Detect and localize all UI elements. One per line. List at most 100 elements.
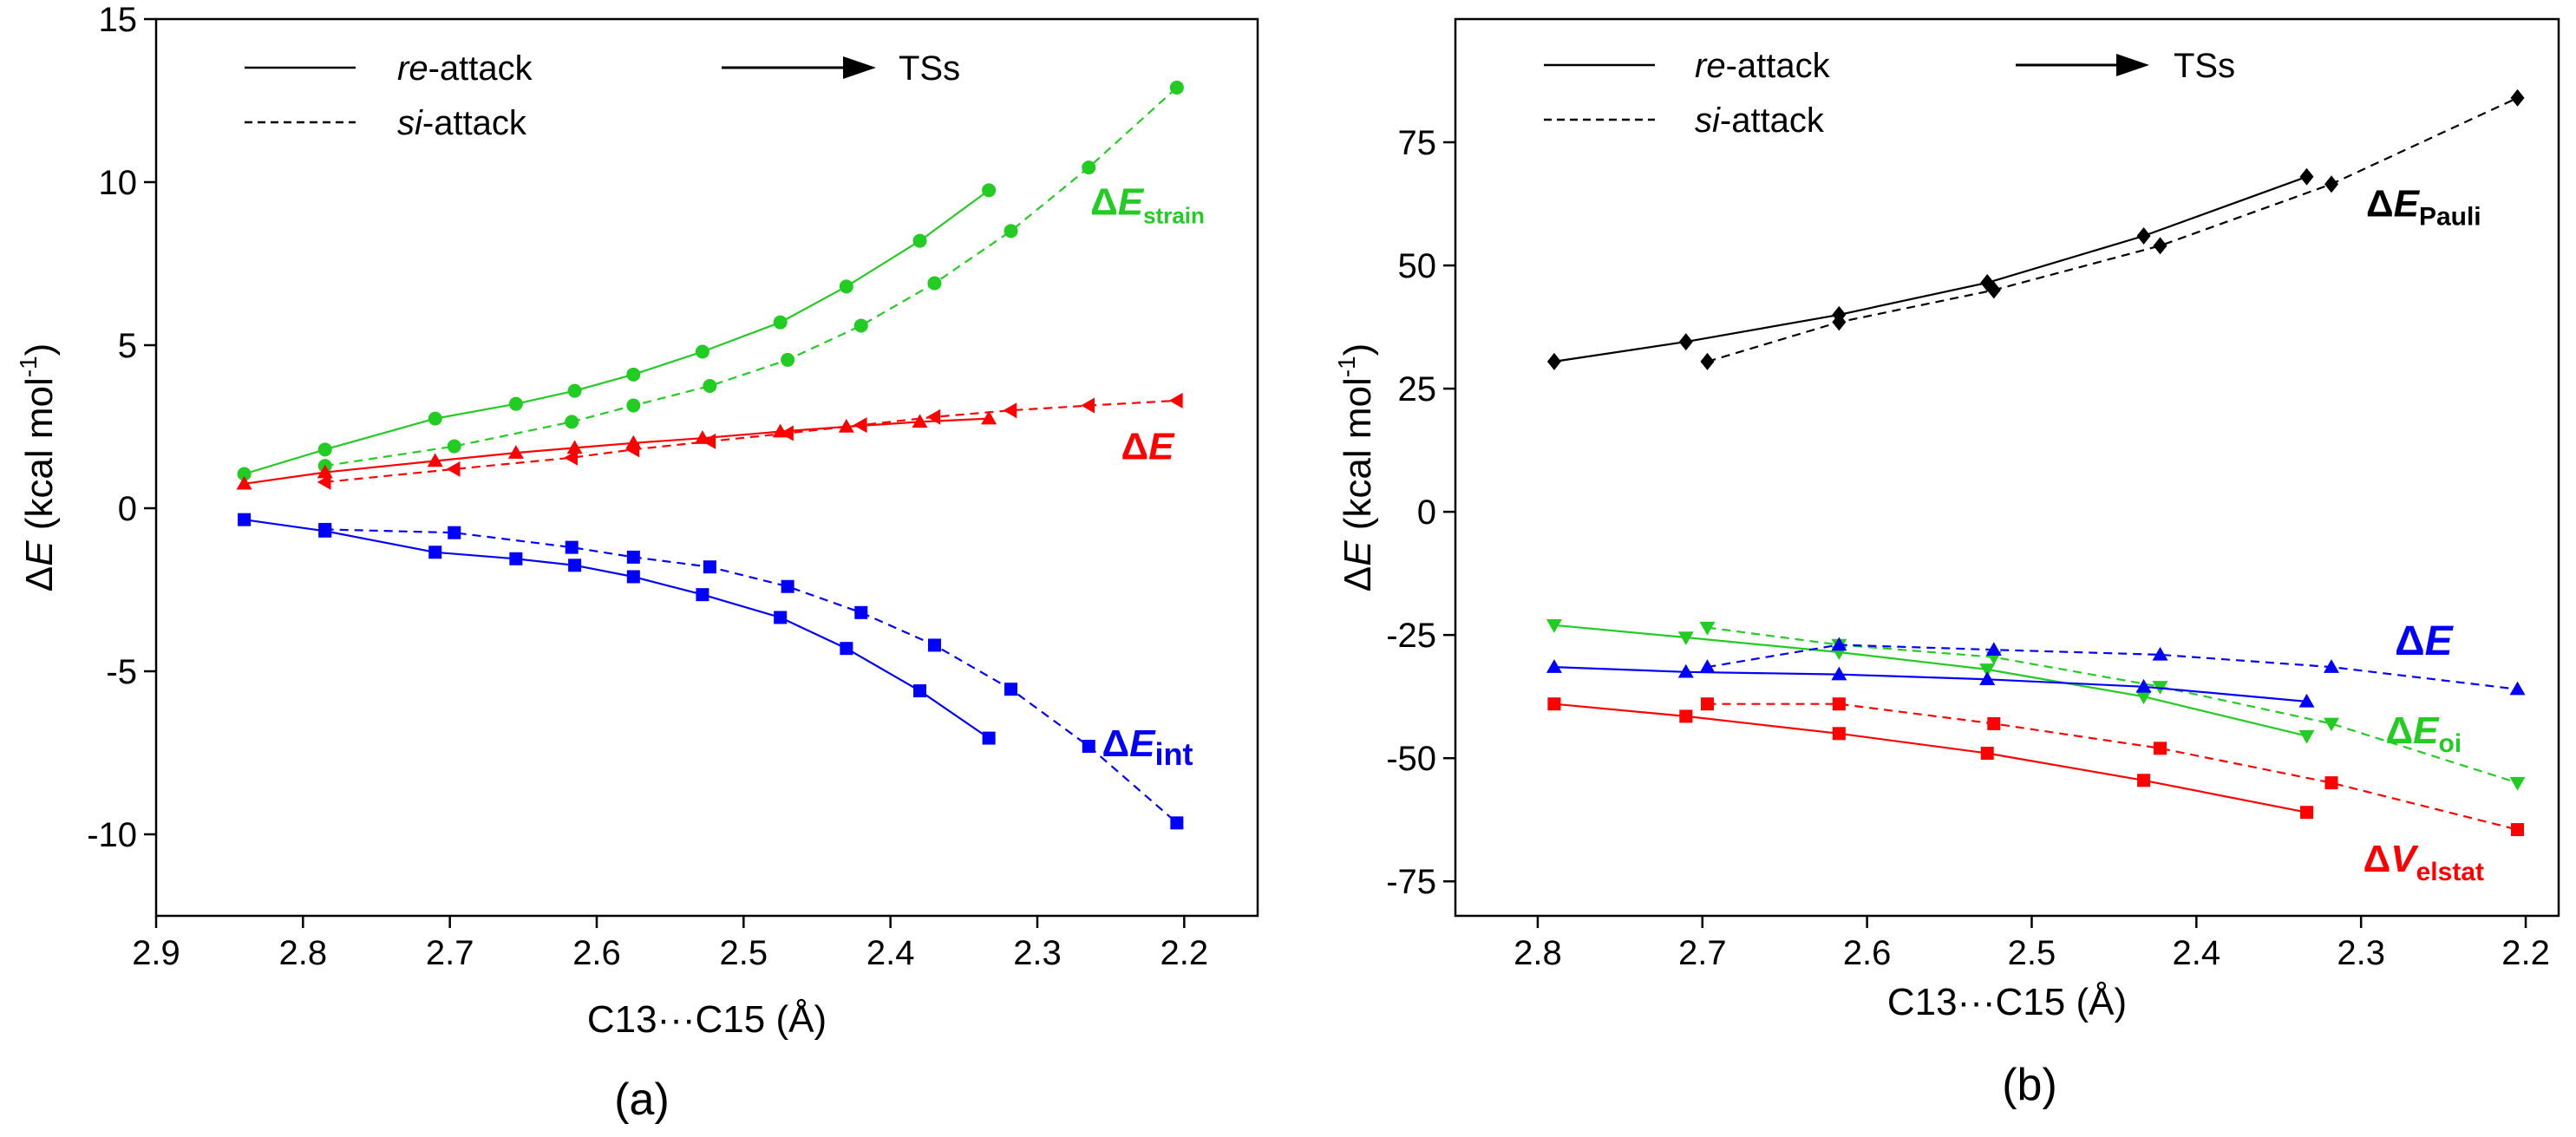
- panel-a-panel-label: (a): [614, 1075, 670, 1125]
- panel-a-data-point: [564, 449, 578, 466]
- panel-b-series-line: [1553, 175, 2307, 363]
- panel-b-ytick-label: -75: [1386, 863, 1436, 901]
- panel-a-axes-frame: [154, 17, 1259, 918]
- panel-a-series-line: [244, 519, 990, 740]
- panel-b-series-label-symbol: V: [2390, 838, 2419, 880]
- panel-b-ytick-label: 25: [1398, 370, 1437, 408]
- panel-b-data-point: [2136, 226, 2151, 245]
- panel-b-ylabel-close: ): [1337, 343, 1379, 356]
- panel-a-data-point: [318, 522, 332, 536]
- panel-b-series-label-1: ΔE: [2395, 618, 2455, 664]
- panel-b-data-point: [2300, 806, 2314, 820]
- panel-b-legend: re-attack si-attack TSs: [1544, 47, 2235, 140]
- panel-b-data-point: [1832, 313, 1847, 331]
- panel-b-legend-re-text: re-attack: [1695, 47, 1831, 85]
- panel-a-xtick-label: 2.4: [866, 934, 915, 972]
- panel-a-data-point: [237, 467, 252, 481]
- panel-a-series-label-symbol: E: [1118, 181, 1145, 224]
- panel-a-data-point: [626, 570, 640, 584]
- panel-a-data-point: [1082, 160, 1096, 175]
- panel-a-data-point: [1004, 683, 1018, 696]
- panel-a-data-point: [927, 638, 941, 652]
- panel-b-series-1: [1700, 88, 2525, 370]
- panel-a-ytick-label: 10: [99, 164, 138, 202]
- panel-a-xtick-label: 2.7: [426, 934, 474, 972]
- panel-b-data-point: [1546, 619, 1562, 633]
- panel-b-data-point: [1831, 666, 1847, 681]
- panel-a-data-point: [509, 552, 523, 565]
- panel-a-series-label-delta: Δ: [1121, 426, 1149, 468]
- panel-b-chart: 2.8 2.7 2.6 2.5 2.4 2.3 2.2 -75 -50 -25 0 25 50 75 C13…: [1333, 17, 2560, 1110]
- panel-b-series-6: [1547, 697, 2314, 820]
- panel-b-legend-si-text: si-attack: [1695, 101, 1825, 140]
- panel-a-ylabel-delta: Δ: [18, 566, 61, 591]
- panel-a-data-point: [236, 475, 252, 490]
- panel-a-series-2: [236, 410, 997, 490]
- panel-a-series-label-subscript: strain: [1143, 203, 1205, 229]
- panel-a-data-point: [448, 526, 461, 539]
- panel-b-series-label-symbol: E: [2425, 618, 2455, 664]
- panel-b-series-label-delta: Δ: [2366, 182, 2394, 225]
- panel-a-series-label-symbol: E: [1148, 426, 1175, 468]
- panel-a-series-5: [318, 522, 1184, 830]
- panel-b-data-point: [2509, 776, 2526, 791]
- panel-a-data-point: [927, 276, 942, 291]
- panel-b-legend-re-suffix: -attack: [1726, 47, 1831, 85]
- panel-b-series-5: [1699, 637, 2526, 696]
- panel-b-ylabel-units: (kcal mol: [1337, 377, 1379, 540]
- panel-b-series-4: [1546, 659, 2315, 708]
- panel-b-data-point: [1546, 659, 1562, 673]
- panel-a-legend-arrow-label: TSs: [899, 49, 960, 88]
- panel-b-ylabel-exponent: -1: [1333, 356, 1360, 377]
- panel-b-ytick-label: -50: [1386, 740, 1436, 778]
- panel-b-axes-frame: [1454, 17, 2560, 918]
- panel-b-x-axis-label: C13···C15 (Å): [1887, 981, 2127, 1023]
- panel-b-ylabel-symbol: E: [1337, 540, 1379, 566]
- panel-b-data-point: [1979, 671, 1996, 686]
- panel-b-legend-arrow-label: TSs: [2174, 47, 2235, 85]
- panel-a-data-point: [853, 417, 867, 434]
- panel-a-series-label-2: ΔEint: [1102, 722, 1193, 772]
- panel-b-series-label-subscript: Pauli: [2419, 202, 2481, 231]
- panel-a-data-point: [317, 474, 331, 490]
- panel-b-legend-si-prefix: si: [1695, 101, 1721, 140]
- panel-a-data-point: [446, 461, 461, 477]
- panel-b-series-line: [1707, 96, 2518, 363]
- panel-b-data-point: [2298, 729, 2315, 744]
- panel-b-series-0: [1546, 167, 2314, 370]
- panel-a-y-axis-label: ΔE (kcal mol-1): [15, 343, 61, 592]
- panel-b-data-point: [2324, 776, 2338, 790]
- panel-a-legend-si-prefix: si: [397, 104, 423, 142]
- panel-b-data-point: [1699, 659, 1716, 673]
- panel-a-legend-re-suffix: -attack: [428, 49, 533, 88]
- panel-b-series-2: [1546, 619, 2315, 744]
- panel-b-data-point: [2324, 717, 2340, 732]
- panel-a-ylabel-exponent: -1: [15, 356, 42, 377]
- panel-b-xtick-label: 2.8: [1514, 934, 1562, 972]
- panel-a-data-point: [703, 560, 716, 574]
- panel-a-series-label-delta: Δ: [1090, 181, 1118, 224]
- panel-b-ylabel-delta: Δ: [1337, 566, 1379, 591]
- panel-b-series-label-subscript: elstat: [2416, 858, 2484, 886]
- panel-b-data-point: [1832, 697, 1846, 711]
- panel-b-series-label-symbol: E: [2413, 709, 2440, 752]
- panel-b-series-label-3: ΔVelstat: [2364, 838, 2484, 886]
- panel-a-series-label-1: ΔE: [1121, 426, 1176, 468]
- panel-b-data-point: [1979, 663, 1996, 677]
- panel-b-ytick-label: 75: [1398, 124, 1437, 162]
- panel-a-legend-re-prefix: re: [397, 49, 428, 88]
- panel-a-series-1: [317, 80, 1184, 474]
- panel-b-xtick-label: 2.2: [2501, 934, 2550, 972]
- panel-b-data-point: [1832, 727, 1846, 741]
- panel-b-xtick-label: 2.3: [2337, 934, 2385, 972]
- panel-b-series-line: [1707, 644, 2518, 690]
- panel-a-ylabel-units: (kcal mol: [18, 377, 61, 540]
- panel-a-xtick-label: 2.9: [132, 934, 180, 972]
- panel-a-data-point: [626, 367, 641, 382]
- panel-a-series-3: [317, 392, 1183, 490]
- panel-b-series-line: [1553, 624, 2307, 737]
- panel-a-series-label-delta: Δ: [1102, 722, 1130, 765]
- panel-a-data-point: [912, 414, 928, 428]
- panel-a-data-point: [447, 439, 461, 454]
